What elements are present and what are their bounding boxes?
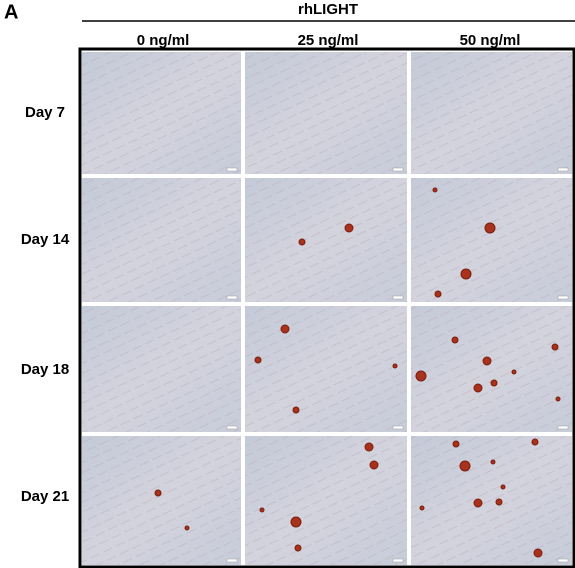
micrograph-texture — [245, 436, 407, 565]
micrograph-texture — [82, 178, 241, 302]
column-label: 50 ng/ml — [460, 32, 521, 49]
micrograph-texture — [411, 436, 572, 565]
micrograph-texture — [82, 436, 241, 565]
micrograph-texture — [411, 306, 572, 432]
scale-bar — [226, 558, 238, 563]
row-label: Day 18 — [21, 361, 69, 378]
column-label: 25 ng/ml — [298, 32, 359, 49]
scale-bar — [226, 295, 238, 300]
row-label: Day 14 — [21, 231, 70, 248]
scale-bar — [557, 425, 569, 430]
scale-bar — [226, 425, 238, 430]
stained-nodules — [154, 187, 561, 558]
row-label: Day 7 — [25, 104, 65, 121]
scale-bar — [392, 295, 404, 300]
scale-bar — [392, 558, 404, 563]
micrograph-texture — [245, 306, 407, 432]
image-grid — [82, 52, 572, 565]
scale-bar — [557, 167, 569, 172]
micrograph-texture — [82, 52, 241, 174]
scale-bar — [557, 558, 569, 563]
scale-bar — [557, 295, 569, 300]
micrograph-texture — [411, 178, 572, 302]
micrograph-texture — [411, 52, 572, 174]
row-label: Day 21 — [21, 488, 69, 505]
scale-bar — [226, 167, 238, 172]
micrograph-texture — [245, 178, 407, 302]
column-label: 0 ng/ml — [137, 32, 190, 49]
header-title: rhLIGHT — [298, 1, 358, 18]
panel-label: A — [4, 1, 18, 23]
scale-bar — [392, 167, 404, 172]
micrograph-texture — [82, 306, 241, 432]
scale-bar — [392, 425, 404, 430]
micrograph-texture — [245, 52, 407, 174]
